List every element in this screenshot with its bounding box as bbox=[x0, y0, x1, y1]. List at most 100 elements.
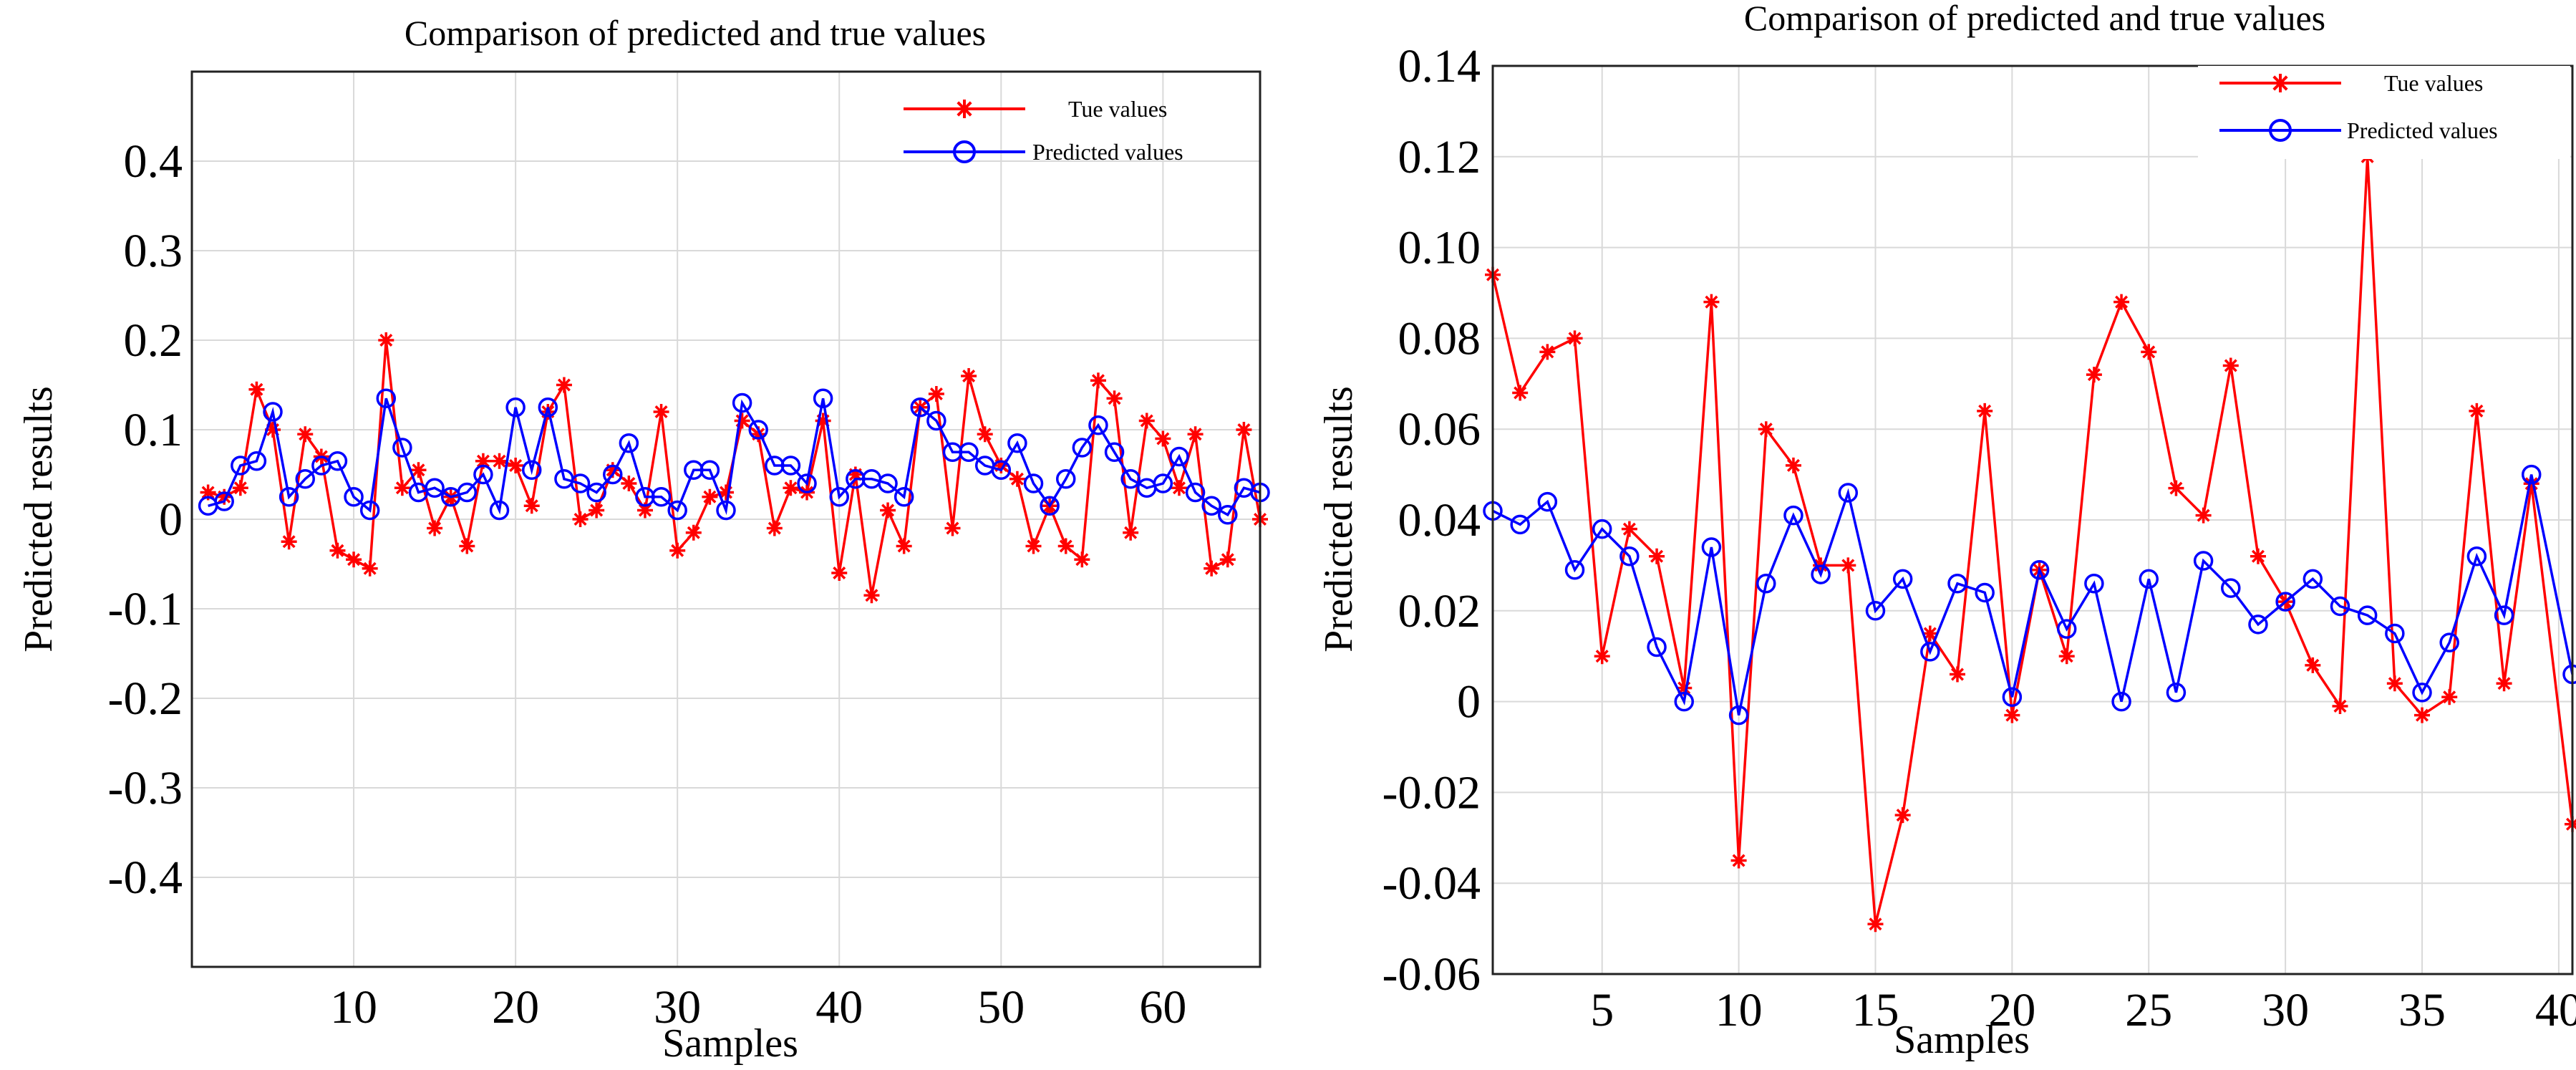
left-legend-true-star bbox=[955, 100, 974, 118]
left-true-point bbox=[636, 502, 653, 519]
left-predicted-point bbox=[1104, 442, 1125, 462]
left-predicted-point bbox=[667, 500, 687, 521]
right-predicted-point bbox=[2439, 632, 2459, 652]
left-true-point bbox=[1236, 422, 1252, 438]
right-true-point bbox=[1977, 403, 1993, 419]
left-true-point bbox=[248, 381, 265, 397]
right-true-point bbox=[1567, 330, 1583, 347]
left-predicted-point bbox=[505, 397, 526, 418]
legend-star-marker bbox=[2271, 74, 2290, 92]
left-true-point bbox=[556, 377, 572, 393]
left-ytick-label: -0.4 bbox=[108, 852, 183, 904]
right-predicted-point bbox=[1865, 601, 1886, 621]
right-predicted-point bbox=[2303, 569, 2323, 589]
left-true-point bbox=[265, 422, 281, 438]
left-predicted-point bbox=[457, 482, 478, 503]
left-true-point bbox=[1219, 551, 1236, 568]
left-true-point bbox=[621, 476, 637, 491]
right-true-point bbox=[1758, 421, 1774, 438]
left-true-point bbox=[1106, 390, 1123, 407]
left-true-point bbox=[847, 466, 863, 483]
right-ytick-label: -0.04 bbox=[1383, 857, 1481, 910]
right-true-point bbox=[2565, 816, 2576, 832]
right-xtick-label: 20 bbox=[1988, 984, 2035, 1036]
right-true-point bbox=[1840, 557, 1856, 574]
left-true-point bbox=[378, 332, 394, 348]
right-predicted-point bbox=[2166, 683, 2187, 703]
right-true-point bbox=[2141, 344, 2157, 360]
left-predicted-point bbox=[246, 451, 267, 471]
left-xtick-label: 20 bbox=[492, 981, 539, 1033]
left-predicted-point bbox=[1218, 505, 1238, 525]
right-true-point bbox=[1703, 294, 1720, 310]
left-chart: Comparison of predicted and true values … bbox=[16, 13, 1270, 1066]
left-predicted-point bbox=[1153, 473, 1173, 493]
left-predicted-point bbox=[214, 491, 234, 511]
left-chart-ticks: 10 20 30 40 50 60 0.4 0.3 0.2 0.1 0 -0.1 -0.2 -0.3 -0.… bbox=[108, 135, 1187, 1033]
right-predicted-point bbox=[2111, 691, 2131, 712]
left-true-values-line bbox=[208, 339, 1262, 596]
left-predicted-values-line bbox=[208, 397, 1261, 517]
left-chart-series bbox=[198, 332, 1270, 604]
right-predicted-point bbox=[2193, 551, 2214, 571]
right-predicted-point bbox=[1728, 705, 1749, 726]
right-ytick-label: 0 bbox=[1457, 676, 1481, 728]
left-true-point bbox=[200, 484, 216, 501]
left-true-point bbox=[1090, 372, 1106, 389]
right-true-point bbox=[1867, 916, 1884, 932]
right-predicted-point bbox=[2466, 546, 2487, 567]
right-true-point bbox=[1676, 680, 1693, 696]
left-predicted-point bbox=[1185, 482, 1206, 503]
left-xtick-label: 10 bbox=[330, 981, 377, 1033]
left-true-point bbox=[750, 426, 767, 443]
right-chart-grid bbox=[1493, 65, 2572, 975]
left-predicted-point bbox=[263, 402, 283, 422]
right-predicted-point bbox=[1592, 519, 1612, 539]
left-true-point bbox=[508, 458, 524, 473]
left-predicted-point bbox=[425, 478, 445, 498]
left-ytick-label: 0.4 bbox=[124, 135, 183, 188]
right-predicted-point bbox=[1674, 691, 1694, 712]
right-predicted-point bbox=[1892, 569, 1913, 589]
right-predicted-point bbox=[1947, 574, 1967, 594]
left-true-point bbox=[880, 502, 896, 519]
left-xtick-label: 50 bbox=[977, 981, 1025, 1033]
left-legend-true-label: Tue values bbox=[1068, 96, 1167, 122]
right-true-point bbox=[2469, 403, 2485, 419]
left-chart-ylabel: Predicted results bbox=[16, 386, 61, 652]
right-ytick-label: -0.06 bbox=[1383, 948, 1481, 1001]
left-chart-legend: Tue values Predicted values bbox=[904, 96, 1183, 165]
right-predicted-point bbox=[2084, 574, 2104, 594]
left-predicted-point bbox=[910, 397, 931, 418]
right-legend-pred-label: Predicted values bbox=[2347, 117, 2498, 143]
right-predicted-point bbox=[2056, 619, 2077, 639]
right-true-point bbox=[2113, 294, 2130, 310]
left-predicted-point bbox=[651, 487, 672, 507]
left-predicted-point bbox=[279, 487, 299, 507]
right-true-point bbox=[1594, 648, 1610, 665]
right-predicted-point bbox=[2521, 464, 2542, 485]
right-true-point bbox=[2168, 480, 2184, 496]
left-ytick-label: 0 bbox=[159, 493, 183, 546]
left-true-point bbox=[475, 453, 491, 469]
right-true-point bbox=[2386, 675, 2403, 692]
left-chart-frame bbox=[190, 70, 1262, 968]
right-true-point bbox=[1621, 521, 1637, 537]
right-chart-legend: Tue values Predicted values bbox=[2198, 66, 2570, 159]
right-predicted-point bbox=[1838, 483, 1859, 503]
left-true-point bbox=[604, 462, 621, 478]
left-true-point bbox=[669, 542, 686, 559]
left-true-point bbox=[928, 386, 944, 402]
left-true-point bbox=[863, 587, 880, 604]
right-true-point bbox=[2332, 698, 2348, 714]
left-predicted-point bbox=[376, 388, 397, 408]
right-predicted-point bbox=[2248, 614, 2268, 635]
left-predicted-point bbox=[748, 420, 768, 440]
right-legend-pred-circle bbox=[2269, 119, 2292, 142]
left-predicted-point bbox=[1040, 496, 1060, 516]
right-xtick-label: 25 bbox=[2125, 984, 2172, 1036]
left-predicted-point bbox=[797, 473, 817, 493]
left-true-point bbox=[427, 520, 443, 536]
right-chart-ticks: 5 10 15 20 25 30 35 40 0.14 0.12 0.10 0.08 0.06 0.04 0… bbox=[1383, 40, 2576, 1036]
